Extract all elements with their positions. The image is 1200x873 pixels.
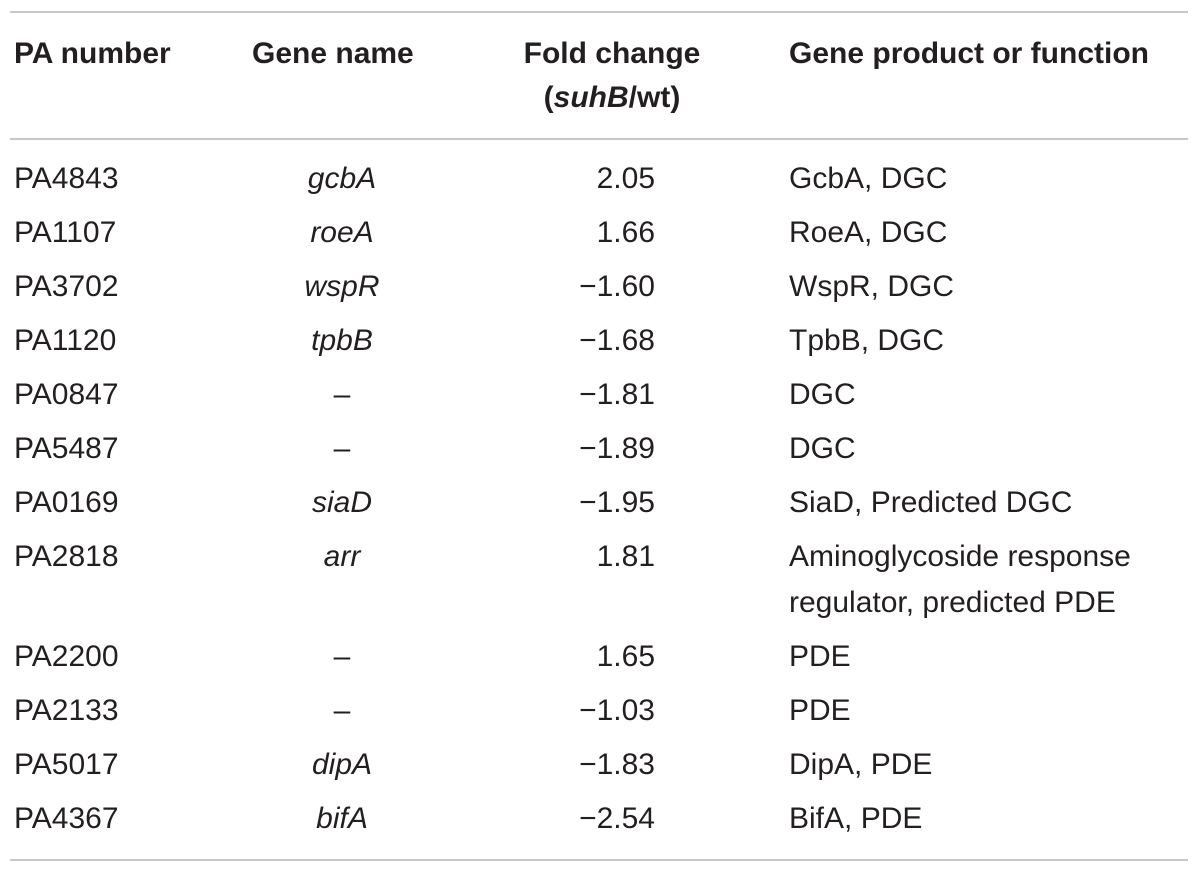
cell-function: BifA, PDE (789, 802, 923, 835)
cell-pa-number: PA4843 (14, 162, 119, 195)
table-row: PA2200 – 1.65 PDE (0, 630, 1200, 684)
table-row: PA0169 siaD −1.95 SiaD, Predicted DGC (0, 476, 1200, 530)
cell-function: DGC (789, 378, 856, 411)
cell-function: DGC (789, 432, 856, 465)
table-row: PA5017 dipA −1.83 DipA, PDE (0, 738, 1200, 792)
table-row: PA1107 roeA 1.66 RoeA, DGC (0, 206, 1200, 260)
table-row: PA2133 – −1.03 PDE (0, 684, 1200, 738)
cell-fold-change: −1.95 (579, 486, 655, 519)
table-header-rule (10, 138, 1188, 140)
cell-fold-change: 2.05 (596, 162, 655, 195)
cell-function: GcbA, DGC (789, 162, 948, 195)
cell-pa-number: PA5017 (14, 748, 119, 781)
cell-function: Aminoglycoside response regulator, predi… (789, 540, 1131, 619)
cell-fold-change: −2.54 (579, 802, 655, 835)
header-gene-name: Gene name (252, 37, 414, 70)
cell-pa-number: PA2818 (14, 540, 119, 573)
cell-function: PDE (789, 694, 851, 727)
table-row: PA5487 – −1.89 DGC (0, 422, 1200, 476)
cell-function: TpbB, DGC (789, 324, 945, 357)
cell-gene-name: roeA (310, 216, 374, 249)
cell-gene-name: – (333, 694, 351, 727)
cell-pa-number: PA1120 (14, 324, 117, 357)
header-fold-change-suffix: /wt (628, 81, 671, 114)
cell-pa-number: PA1107 (14, 216, 117, 249)
cell-function: SiaD, Predicted DGC (789, 486, 1073, 519)
cell-gene-name: bifA (316, 802, 368, 835)
cell-function: RoeA, DGC (789, 216, 948, 249)
table-row: PA1120 tpbB −1.68 TpbB, DGC (0, 314, 1200, 368)
table-row: PA2818 arr 1.81 Aminoglycoside response reg… (0, 530, 1200, 630)
cell-gene-name: – (333, 640, 351, 673)
table-row: PA0847 – −1.81 DGC (0, 368, 1200, 422)
cell-gene-name: siaD (311, 486, 372, 519)
table-header: PA number Gene name Fold change (suhB/wt… (0, 32, 1200, 132)
cell-pa-number: PA5487 (14, 432, 119, 465)
header-pa-number: PA number (14, 37, 171, 70)
cell-fold-change: −1.89 (579, 432, 655, 465)
cell-fold-change: 1.65 (596, 640, 655, 673)
table-top-rule (10, 11, 1188, 13)
cell-fold-change: −1.81 (579, 378, 655, 411)
cell-fold-change: −1.68 (579, 324, 655, 357)
cell-pa-number: PA2200 (14, 640, 119, 673)
cell-pa-number: PA0169 (14, 486, 119, 519)
cell-fold-change: 1.81 (596, 540, 655, 573)
header-fold-change-italic: suhB (553, 81, 629, 114)
cell-gene-name: – (333, 378, 351, 411)
cell-pa-number: PA4367 (14, 802, 119, 835)
cell-fold-change: −1.03 (579, 694, 655, 727)
cell-gene-name: gcbA (307, 162, 377, 195)
cell-fold-change: −1.60 (579, 270, 655, 303)
cell-function: PDE (789, 640, 851, 673)
cell-gene-name: dipA (311, 748, 373, 781)
cell-gene-name: – (333, 432, 351, 465)
table-row: PA3702 wspR −1.60 WspR, DGC (0, 260, 1200, 314)
table-row: PA4367 bifA −2.54 BifA, PDE (0, 792, 1200, 846)
cell-gene-name: wspR (304, 270, 380, 303)
cell-fold-change: 1.66 (596, 216, 655, 249)
header-fold-change-line2: (suhB/wt) (543, 81, 681, 114)
cell-gene-name: arr (323, 540, 361, 573)
header-fold-change-line1: Fold change (523, 37, 701, 70)
table-body: PA4843 gcbA 2.05 GcbA, DGC PA1107 roeA 1.66 Roe… (0, 152, 1200, 846)
cell-function: WspR, DGC (789, 270, 954, 303)
table-row: PA4843 gcbA 2.05 GcbA, DGC (0, 152, 1200, 206)
cell-pa-number: PA0847 (14, 378, 119, 411)
header-function: Gene product or function (789, 37, 1149, 70)
header-fold-change: Fold change (suhB/wt) (512, 32, 712, 120)
cell-pa-number: PA2133 (14, 694, 119, 727)
table-bottom-rule (10, 859, 1188, 861)
cell-pa-number: PA3702 (14, 270, 119, 303)
cell-function: DipA, PDE (789, 748, 933, 781)
cell-fold-change: −1.83 (579, 748, 655, 781)
cell-gene-name: tpbB (311, 324, 373, 357)
